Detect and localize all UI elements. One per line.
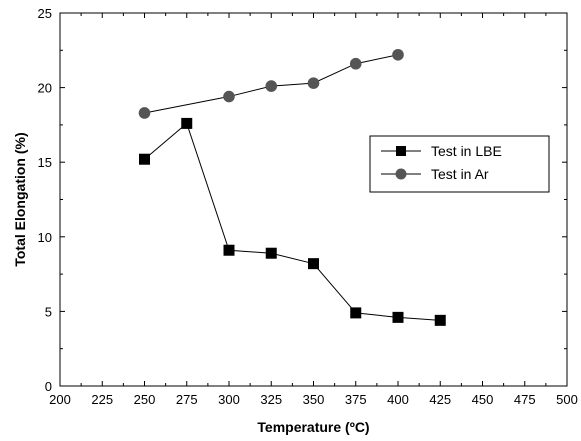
legend-marker-ar <box>395 168 407 180</box>
legend-label-lbe: Test in LBE <box>431 143 502 159</box>
x-tick-label: 500 <box>556 392 578 407</box>
data-point-lbe <box>265 247 277 259</box>
y-tick-label: 15 <box>38 155 52 170</box>
y-tick-label: 20 <box>38 81 52 96</box>
x-tick-label: 275 <box>176 392 198 407</box>
data-point-lbe <box>139 153 150 165</box>
x-tick-label: 325 <box>260 392 282 407</box>
x-tick-label: 200 <box>49 392 71 407</box>
plot-frame <box>59 12 568 387</box>
axis-ticks: 200 225 250 275 300 325 350 375 400 425 450 475 500 0… <box>38 6 578 407</box>
x-tick-label: 375 <box>345 392 367 407</box>
data-point-ar <box>138 107 151 119</box>
data-point-lbe <box>392 311 404 323</box>
data-point-ar <box>307 77 320 89</box>
data-point-lbe <box>308 258 319 270</box>
data-point-ar <box>392 48 404 61</box>
data-point-lbe <box>434 314 446 326</box>
x-tick-label: 225 <box>91 392 113 407</box>
legend-marker-lbe <box>396 146 406 156</box>
y-tick-label: 25 <box>38 6 52 21</box>
data-point-ar <box>349 57 362 70</box>
legend-label-ar: Test in Ar <box>431 166 489 182</box>
data-point-lbe <box>181 117 193 129</box>
legend: Test in LBE Test in Ar <box>369 135 550 193</box>
data-point-ar <box>265 80 278 92</box>
legend-box <box>369 135 550 193</box>
x-tick-label: 250 <box>134 392 156 407</box>
series-line <box>144 54 399 114</box>
series-line <box>144 122 441 321</box>
x-tick-label: 475 <box>514 392 536 407</box>
x-tick-label: 425 <box>429 392 451 407</box>
y-tick-label: 5 <box>45 304 52 319</box>
y-tick-label: 10 <box>38 230 52 245</box>
series-layer <box>138 48 446 326</box>
x-tick-label: 350 <box>303 392 325 407</box>
x-tick-label: 300 <box>218 392 240 407</box>
x-tick-label: 400 <box>387 392 409 407</box>
y-tick-label: 0 <box>45 379 52 394</box>
data-point-ar <box>223 90 235 103</box>
x-axis-title: Temperature (ºC) <box>257 419 369 435</box>
x-tick-label: 450 <box>472 392 494 407</box>
data-point-lbe <box>223 244 235 256</box>
y-axis-title: Total Elongation (%) <box>12 132 28 266</box>
data-point-lbe <box>350 307 362 319</box>
